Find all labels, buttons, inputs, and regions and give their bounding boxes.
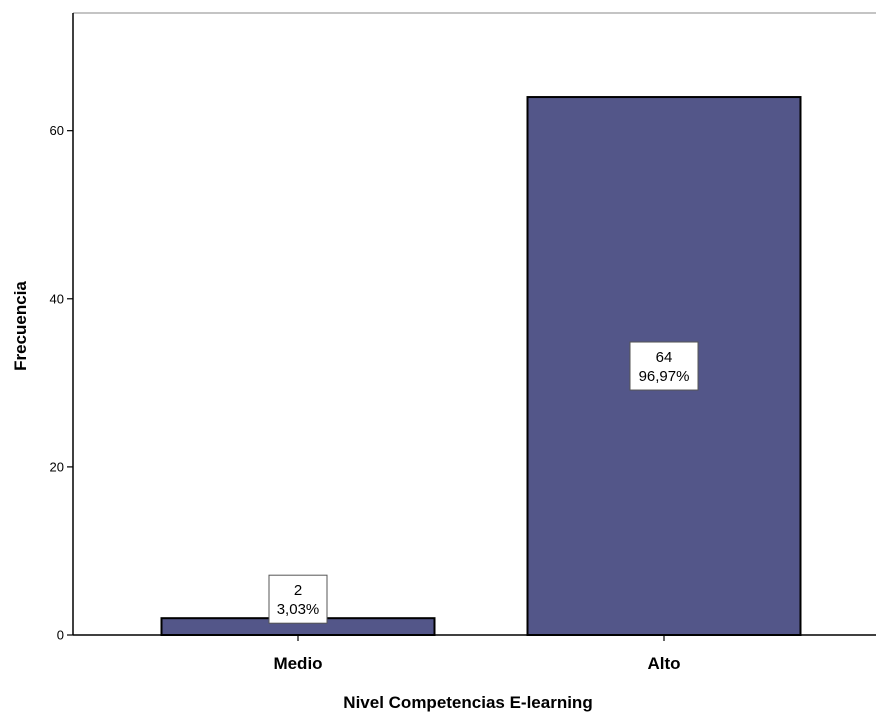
- data-labels-group: 2 3,03% 64 96,97%: [268, 341, 699, 624]
- data-label-count: 64: [656, 349, 673, 366]
- y-tick-label-40: 40: [50, 291, 64, 306]
- y-axis-title: Frecuencia: [11, 281, 30, 371]
- bars-group: [160, 96, 802, 637]
- x-axis-title: Nivel Competencias E-learning: [343, 693, 592, 712]
- y-tick-label-60: 60: [50, 123, 64, 138]
- data-label-count: 2: [294, 582, 302, 599]
- x-tick-label-alto: Alto: [647, 654, 680, 673]
- y-tick-label-0: 0: [57, 628, 64, 643]
- axes-group: 0 20 40 60 Medio Alto: [50, 13, 876, 673]
- data-label-box: [629, 341, 699, 391]
- data-label-percent: 96,97%: [639, 368, 690, 385]
- data-label-box: [268, 574, 328, 624]
- y-tick-label-20: 20: [50, 459, 64, 474]
- x-tick-label-medio: Medio: [273, 654, 322, 673]
- data-label-percent: 3,03%: [277, 601, 320, 618]
- data-label-medio: 2 3,03%: [268, 574, 328, 624]
- data-label-alto: 64 96,97%: [629, 341, 699, 391]
